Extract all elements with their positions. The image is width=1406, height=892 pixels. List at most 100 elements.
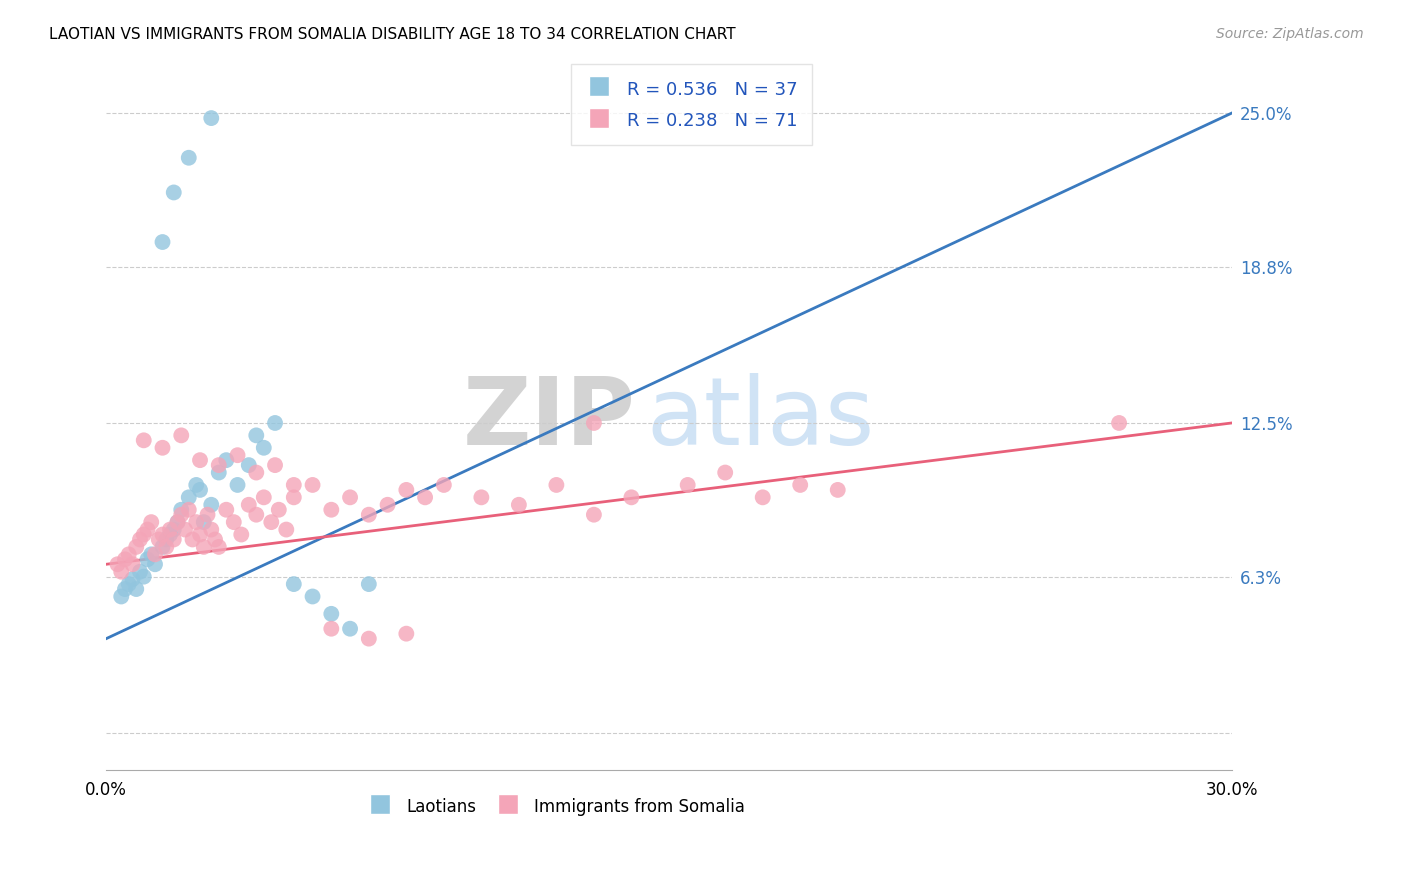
Point: [141, 515, 163, 529]
Point: [676, 478, 699, 492]
Point: [339, 622, 361, 636]
Point: [188, 453, 211, 467]
Point: [136, 552, 159, 566]
Point: [339, 491, 361, 505]
Point: [143, 558, 166, 572]
Point: [208, 466, 231, 480]
Text: atlas: atlas: [647, 373, 875, 466]
Point: [789, 478, 811, 492]
Point: [260, 515, 283, 529]
Point: [170, 428, 193, 442]
Point: [357, 632, 380, 646]
Point: [215, 453, 238, 467]
Point: [215, 502, 238, 516]
Point: [200, 498, 222, 512]
Point: [377, 498, 399, 512]
Point: [129, 533, 152, 547]
Point: [166, 515, 188, 529]
Point: [143, 547, 166, 561]
Point: [163, 533, 186, 547]
Point: [148, 533, 170, 547]
Point: [159, 527, 181, 541]
Point: [152, 527, 174, 541]
Point: [238, 458, 260, 472]
Point: [174, 523, 197, 537]
Point: [163, 523, 186, 537]
Point: [276, 523, 298, 537]
Point: [751, 491, 773, 505]
Point: [253, 491, 276, 505]
Point: [620, 491, 643, 505]
Legend: Laotians, Immigrants from Somalia: Laotians, Immigrants from Somalia: [360, 788, 754, 825]
Point: [152, 235, 174, 249]
Point: [114, 552, 136, 566]
Point: [470, 491, 492, 505]
Point: [267, 502, 290, 516]
Point: [186, 478, 208, 492]
Point: [204, 533, 226, 547]
Point: [193, 515, 215, 529]
Text: LAOTIAN VS IMMIGRANTS FROM SOMALIA DISABILITY AGE 18 TO 34 CORRELATION CHART: LAOTIAN VS IMMIGRANTS FROM SOMALIA DISAB…: [49, 27, 735, 42]
Point: [186, 515, 208, 529]
Point: [395, 483, 418, 497]
Point: [714, 466, 737, 480]
Point: [200, 111, 222, 125]
Point: [166, 515, 188, 529]
Point: [283, 478, 305, 492]
Point: [582, 508, 605, 522]
Point: [238, 498, 260, 512]
Point: [357, 508, 380, 522]
Point: [283, 577, 305, 591]
Point: [114, 582, 136, 596]
Point: [264, 458, 287, 472]
Point: [181, 533, 204, 547]
Point: [253, 441, 276, 455]
Point: [245, 428, 267, 442]
Point: [433, 478, 456, 492]
Point: [301, 590, 323, 604]
Point: [152, 540, 174, 554]
Point: [321, 607, 343, 621]
Point: [155, 540, 177, 554]
Point: [827, 483, 849, 497]
Point: [121, 572, 143, 586]
Text: Source: ZipAtlas.com: Source: ZipAtlas.com: [1216, 27, 1364, 41]
Point: [321, 622, 343, 636]
Point: [301, 478, 323, 492]
Point: [208, 458, 231, 472]
Point: [125, 582, 148, 596]
Point: [321, 502, 343, 516]
Point: [546, 478, 568, 492]
Point: [141, 547, 163, 561]
Point: [245, 466, 267, 480]
Point: [188, 527, 211, 541]
Point: [245, 508, 267, 522]
Point: [226, 448, 249, 462]
Point: [264, 416, 287, 430]
Point: [1108, 416, 1130, 430]
Point: [125, 540, 148, 554]
Point: [129, 565, 152, 579]
Point: [177, 491, 200, 505]
Point: [170, 508, 193, 522]
Point: [152, 441, 174, 455]
Point: [231, 527, 253, 541]
Point: [118, 547, 141, 561]
Point: [121, 558, 143, 572]
Point: [413, 491, 436, 505]
Point: [132, 434, 155, 448]
Point: [155, 533, 177, 547]
Point: [177, 502, 200, 516]
Point: [177, 151, 200, 165]
Point: [188, 483, 211, 497]
Text: ZIP: ZIP: [463, 373, 636, 466]
Point: [200, 523, 222, 537]
Point: [132, 569, 155, 583]
Point: [132, 527, 155, 541]
Point: [582, 416, 605, 430]
Point: [395, 626, 418, 640]
Point: [136, 523, 159, 537]
Point: [283, 491, 305, 505]
Point: [163, 186, 186, 200]
Point: [197, 508, 219, 522]
